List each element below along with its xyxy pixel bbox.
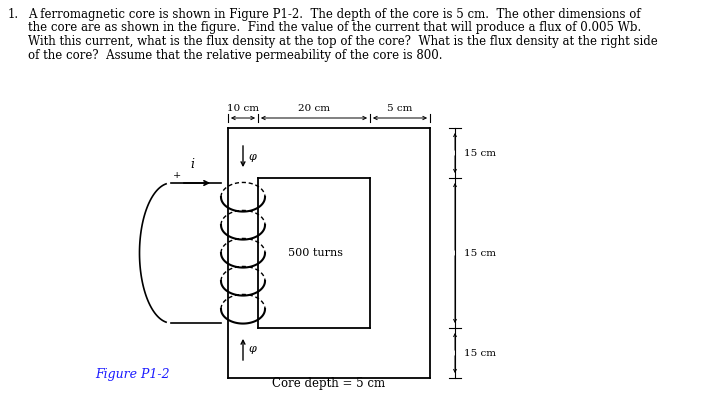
Text: 1.: 1. (8, 8, 19, 21)
Text: 15 cm: 15 cm (464, 248, 496, 258)
Text: φ: φ (248, 152, 256, 162)
Text: +: + (173, 171, 182, 180)
Text: With this current, what is the flux density at the top of the core?  What is the: With this current, what is the flux dens… (28, 35, 658, 48)
Text: of the core?  Assume that the relative permeability of the core is 800.: of the core? Assume that the relative pe… (28, 49, 442, 62)
Text: 10 cm: 10 cm (227, 104, 259, 113)
Text: 500 turns: 500 turns (288, 248, 343, 258)
Text: φ: φ (248, 345, 256, 355)
Text: 15 cm: 15 cm (464, 148, 496, 158)
Text: i: i (190, 158, 194, 171)
Text: A ferromagnetic core is shown in Figure P1-2.  The depth of the core is 5 cm.  T: A ferromagnetic core is shown in Figure … (28, 8, 641, 21)
Text: Figure P1-2: Figure P1-2 (95, 368, 170, 381)
Text: the core are as shown in the figure.  Find the value of the current that will pr: the core are as shown in the figure. Fin… (28, 21, 641, 35)
Text: 20 cm: 20 cm (298, 104, 330, 113)
Text: 15 cm: 15 cm (464, 349, 496, 357)
Text: Core depth = 5 cm: Core depth = 5 cm (273, 377, 386, 390)
Text: 5 cm: 5 cm (388, 104, 413, 113)
